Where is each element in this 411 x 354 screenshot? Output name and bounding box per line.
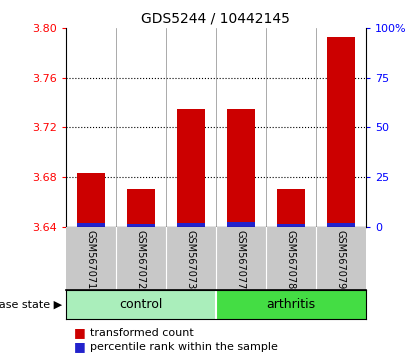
Bar	[166, 290, 216, 319]
Bar	[127, 189, 155, 227]
Text: GSM567078: GSM567078	[286, 230, 296, 289]
Bar	[77, 223, 104, 227]
Bar	[66, 290, 116, 319]
Text: GSM567072: GSM567072	[136, 230, 146, 289]
Text: arthritis: arthritis	[266, 298, 315, 311]
Text: ■: ■	[74, 341, 86, 353]
Text: control: control	[119, 298, 162, 311]
Bar	[227, 222, 254, 227]
Bar	[316, 290, 366, 319]
Bar	[216, 290, 266, 319]
Bar	[177, 109, 205, 227]
Bar	[177, 223, 205, 227]
Bar	[327, 223, 355, 227]
Bar	[227, 109, 254, 227]
Bar	[266, 290, 316, 319]
Text: GSM567077: GSM567077	[236, 230, 246, 289]
Bar	[77, 173, 104, 227]
Bar	[327, 37, 355, 227]
Bar	[127, 224, 155, 227]
Bar	[277, 224, 305, 227]
Text: disease state ▶: disease state ▶	[0, 299, 62, 309]
Bar	[277, 189, 305, 227]
Text: GSM567079: GSM567079	[336, 230, 346, 289]
Title: GDS5244 / 10442145: GDS5244 / 10442145	[141, 12, 290, 26]
Text: ■: ■	[74, 326, 86, 339]
Text: percentile rank within the sample: percentile rank within the sample	[90, 342, 278, 352]
Text: transformed count: transformed count	[90, 328, 194, 338]
Text: GSM567073: GSM567073	[186, 230, 196, 289]
Text: GSM567071: GSM567071	[86, 230, 96, 289]
Bar	[116, 290, 166, 319]
